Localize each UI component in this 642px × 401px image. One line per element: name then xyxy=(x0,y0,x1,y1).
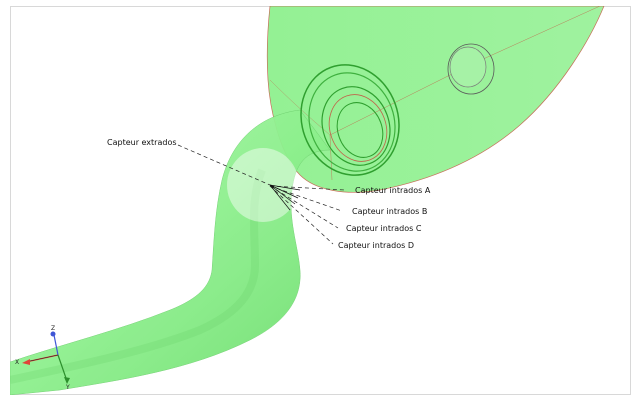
sensor-highlight xyxy=(227,148,299,222)
axis-y-label: Y xyxy=(65,384,70,391)
axis-z-label: Z xyxy=(51,325,55,332)
label-capteur-intrados-c: Capteur intrados C xyxy=(346,224,422,233)
axis-x-label: X xyxy=(15,359,19,366)
axis-triad[interactable]: X Z Y xyxy=(15,325,70,391)
pipe-tube[interactable] xyxy=(10,109,331,395)
body-inner-edge-3 xyxy=(269,79,331,136)
main-body-shell[interactable] xyxy=(266,6,605,193)
annotation-leaders xyxy=(177,144,346,245)
label-capteur-intrados-a: Capteur intrados A xyxy=(355,186,431,195)
nozzle-flange[interactable] xyxy=(286,51,415,189)
body-inner-edge-2 xyxy=(329,134,333,181)
pipe-inner-shade xyxy=(10,168,266,384)
label-capteur-intrados-d: Capteur intrados D xyxy=(338,241,414,250)
label-capteur-extrados: Capteur extrados xyxy=(107,138,177,147)
annotation-leaders-solid xyxy=(269,184,301,211)
label-capteur-intrados-b: Capteur intrados B xyxy=(352,207,427,216)
side-opening[interactable] xyxy=(447,43,495,95)
